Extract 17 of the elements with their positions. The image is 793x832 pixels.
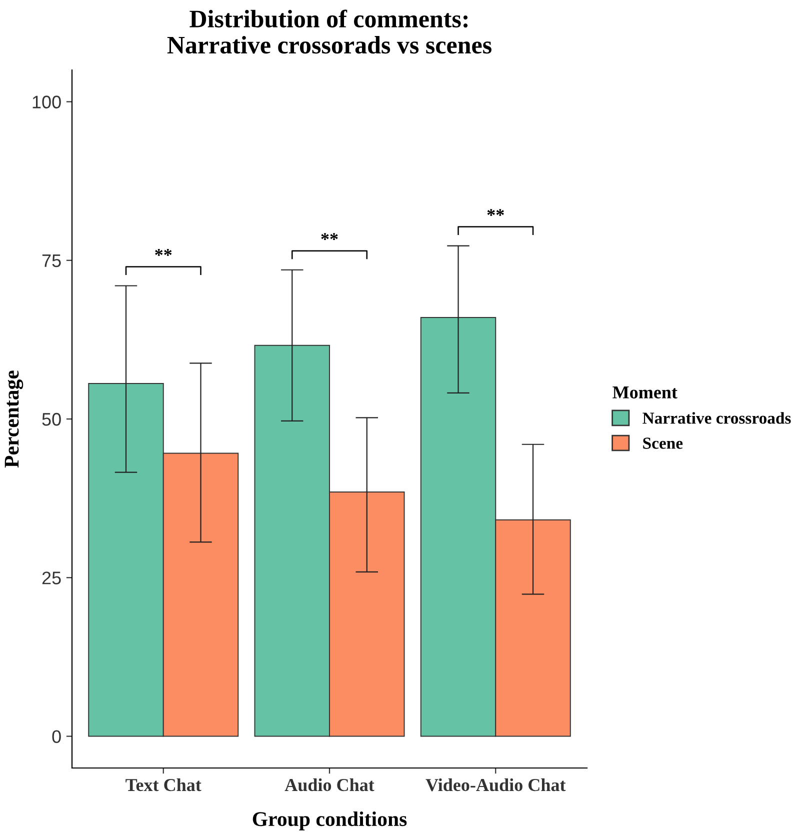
- x-tick-label: Audio Chat: [284, 778, 374, 792]
- chart-title: Distribution of comments: Narrative crossorads vs scenes: [167, 10, 492, 54]
- annotation: **: [155, 249, 172, 256]
- y-tick-label: 25: [42, 572, 61, 584]
- y-tick-label: 75: [42, 254, 61, 268]
- y-tick-label: 100: [32, 96, 61, 108]
- x-tick-label: Video-Audio Chat: [426, 778, 566, 792]
- y-axis-title: Percentage: [4, 370, 24, 468]
- y-tick-label: 0: [52, 730, 61, 743]
- legend-title: Moment: [612, 386, 678, 398]
- legend-label: Scene: [643, 438, 683, 449]
- legend-label: Narrative crossroads: [642, 412, 791, 424]
- x-tick-label: Text Chat: [126, 778, 202, 792]
- annotation: **: [321, 233, 338, 240]
- x-axis-title: Group conditions: [252, 811, 407, 830]
- y-tick-label: 50: [42, 412, 61, 426]
- annotation: **: [487, 209, 504, 216]
